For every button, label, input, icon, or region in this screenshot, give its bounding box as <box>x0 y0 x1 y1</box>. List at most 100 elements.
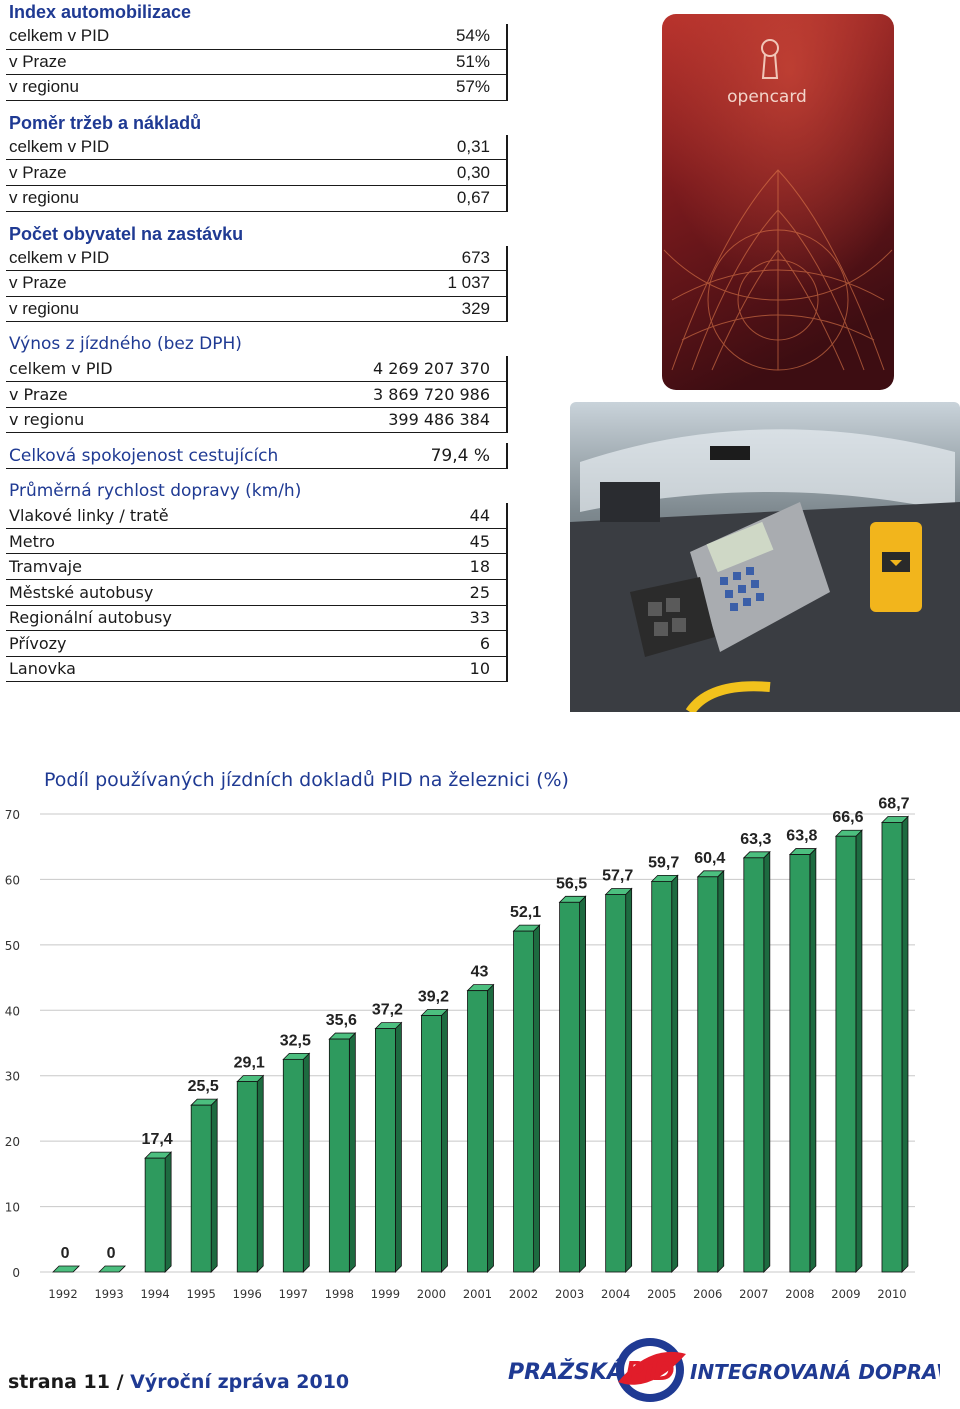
y-tick-label: 40 <box>5 1004 20 1018</box>
y-tick-label: 30 <box>5 1070 20 1084</box>
y-tick-label: 0 <box>12 1266 20 1280</box>
row-value: 0,67 <box>456 188 490 208</box>
bar-value-label: 0 <box>107 1245 116 1262</box>
table-row: Městské autobusy 25 <box>6 580 506 606</box>
x-tick-label: 1992 <box>48 1287 77 1301</box>
row-label: celkem v PID <box>9 137 110 157</box>
row-label: celkem v PID <box>9 359 113 379</box>
row-value: 6 <box>479 633 490 653</box>
ticket-share-bar-chart: Podíl používaných jízdních dokladů PID n… <box>5 769 915 1301</box>
bar-value-label: 37,2 <box>372 1002 403 1019</box>
bus-ticket-machine-photo <box>570 402 960 716</box>
table-row: celkem v PID 673 <box>6 246 506 272</box>
table-row: v regionu 399 486 384 <box>6 408 506 434</box>
x-tick-label: 1994 <box>140 1287 169 1301</box>
bar-value-label: 39,2 <box>418 989 449 1006</box>
x-tick-label: 1993 <box>94 1287 123 1301</box>
row-label: v regionu <box>9 77 79 97</box>
bar-value-label: 35,6 <box>326 1012 357 1029</box>
row-label: v regionu <box>9 299 79 319</box>
row-label: Městské autobusy <box>9 582 154 602</box>
x-tick-label: 1998 <box>325 1287 354 1301</box>
row-value: 0,30 <box>456 162 490 182</box>
section-title: Celková spokojenost cestujících <box>9 445 279 466</box>
section-title: Výnos z jízdného (bez DPH) <box>9 334 242 355</box>
table-row: Metro 45 <box>6 529 506 555</box>
x-tick-label: 2004 <box>601 1287 630 1301</box>
bar-value-label: 56,5 <box>556 875 587 892</box>
row-value: 673 <box>461 247 490 267</box>
y-tick-label: 50 <box>5 939 20 953</box>
bar <box>328 1032 357 1273</box>
row-label: Vlakové linky / tratě <box>9 505 169 525</box>
bar-value-label: 0 <box>61 1245 70 1262</box>
x-tick-label: 1996 <box>233 1287 262 1301</box>
row-value: 399 486 384 <box>388 410 490 430</box>
x-tick-label: 1997 <box>279 1287 308 1301</box>
chart-bars <box>52 815 909 1273</box>
row-value: 25 <box>469 582 490 602</box>
logo-mark: PiD <box>625 1357 675 1387</box>
row-label: v Praze <box>9 162 67 182</box>
section-obyvatel: Počet obyvatel na zastávku celkem v PID 6… <box>6 222 508 323</box>
x-tick-label: 2009 <box>831 1287 860 1301</box>
row-value: 10 <box>469 659 490 679</box>
y-axis: 0 10 20 30 40 50 60 70 <box>5 808 20 1280</box>
x-tick-label: 2008 <box>785 1287 814 1301</box>
section-title: Index automobilizace <box>9 2 192 22</box>
bar <box>144 1151 173 1273</box>
chart-title: Podíl používaných jízdních dokladů PID n… <box>44 769 569 791</box>
bar-value-label: 63,3 <box>740 831 771 848</box>
bar-value-label: 63,8 <box>786 828 817 845</box>
keyhole-icon <box>761 39 779 79</box>
bar <box>374 1021 403 1273</box>
row-label: Regionální autobusy <box>9 608 172 628</box>
section-pomer: Poměr tržeb a nákladů celkem v PID 0,31 v … <box>6 111 508 212</box>
row-label: Přívozy <box>9 633 67 653</box>
section-title: Průměrná rychlost dopravy (km/h) <box>9 481 302 502</box>
bar <box>190 1098 219 1273</box>
satisfaction-row: Celková spokojenost cestujících 79,4 % <box>6 443 508 470</box>
bar <box>466 983 495 1273</box>
bar <box>696 869 725 1273</box>
section-spokojenost: Celková spokojenost cestujících 79,4 % <box>6 443 508 470</box>
bar-value-label: 59,7 <box>648 854 679 871</box>
bar <box>236 1074 265 1273</box>
table-row: celkem v PID 4 269 207 370 <box>6 356 506 382</box>
bar <box>52 1265 80 1273</box>
row-value: 45 <box>469 531 490 551</box>
bar <box>512 924 541 1273</box>
section-rows: celkem v PID 54% v Praze 51% v regionu 57% <box>6 24 508 101</box>
section-rows: celkem v PID 0,31 v Praze 0,30 v regionu 0,67 <box>6 134 508 212</box>
x-tick-label: 2007 <box>739 1287 768 1301</box>
row-label: v regionu <box>9 188 79 208</box>
row-value: 329 <box>461 299 490 319</box>
y-tick-label: 70 <box>5 808 20 822</box>
table-row: Vlakové linky / tratě 44 <box>6 503 506 529</box>
table-row: Tramvaje 18 <box>6 554 506 580</box>
bar-value-label: 29,1 <box>234 1055 265 1072</box>
row-value: 33 <box>469 608 490 628</box>
table-row: v Praze 51% <box>6 50 506 76</box>
row-value: 0,31 <box>456 137 490 157</box>
row-value: 54% <box>455 26 490 46</box>
table-row: v Praze 3 869 720 986 <box>6 382 506 408</box>
section-rows: celkem v PID 4 269 207 370 v Praze 3 869 72… <box>6 356 508 434</box>
table-row: celkem v PID 0,31 <box>6 135 506 161</box>
bar <box>420 1008 449 1273</box>
data-labels: 0 0 17,4 25,5 29,1 32,5 35,6 37,2 39,2 43 52,1 56,5… <box>61 796 910 1262</box>
table-row: v regionu 329 <box>6 297 506 323</box>
row-label: celkem v PID <box>9 26 110 46</box>
row-value: 57% <box>455 77 490 97</box>
logo-text-right: INTEGROVANÁ DOPRAVA <box>690 1360 940 1384</box>
bar-value-label: 52,1 <box>510 904 541 921</box>
x-tick-label: 2006 <box>693 1287 722 1301</box>
bar-value-label: 43 <box>471 964 489 981</box>
row-label: v Praze <box>9 51 67 71</box>
section-title: Poměr tržeb a nákladů <box>9 112 202 133</box>
opencard-logo: opencard <box>727 87 807 107</box>
row-value: 4 269 207 370 <box>372 359 490 379</box>
bar <box>881 815 909 1273</box>
row-value: 44 <box>469 505 490 525</box>
bar-value-label: 32,5 <box>280 1032 311 1049</box>
